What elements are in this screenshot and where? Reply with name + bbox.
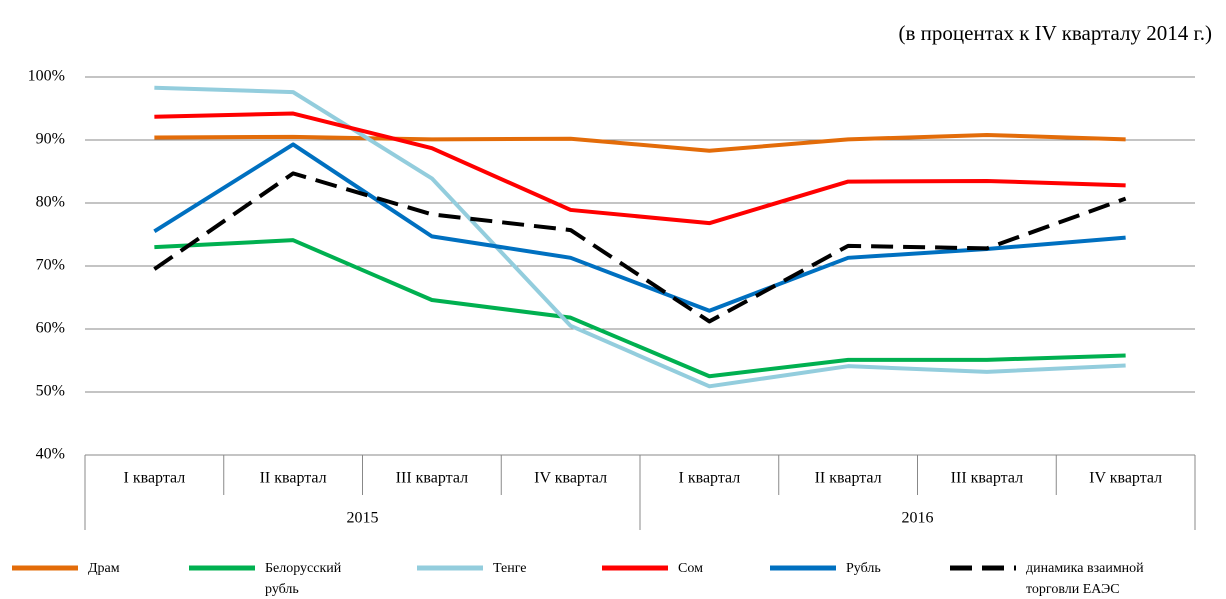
x-tick-label: II квартал bbox=[260, 470, 327, 487]
x-tick-label: III квартал bbox=[951, 470, 1023, 487]
legend-label: Сом bbox=[678, 561, 703, 576]
legend-item: Драм bbox=[10, 558, 178, 579]
x-tick-label: IV квартал bbox=[1089, 470, 1162, 487]
legend-swatch bbox=[770, 565, 836, 571]
legend-label: Рубль bbox=[846, 561, 881, 576]
line-series bbox=[154, 132, 1126, 153]
legend-label: Белорусский рубль bbox=[265, 561, 342, 597]
y-tick-label: 60% bbox=[36, 320, 65, 337]
group-label: 2015 bbox=[347, 510, 379, 527]
y-tick-label: 40% bbox=[36, 446, 65, 463]
line-series bbox=[154, 85, 1126, 389]
x-tick-label: I квартал bbox=[679, 470, 741, 487]
legend-item: динамика взаимной торговли ЕАЭС bbox=[948, 558, 1196, 599]
legend-swatch bbox=[602, 565, 668, 571]
y-tick-label: 70% bbox=[36, 257, 65, 274]
y-tick-label: 100% bbox=[28, 68, 65, 85]
legend-item: Сом bbox=[600, 558, 758, 579]
line-series bbox=[153, 142, 1126, 313]
legend-swatch bbox=[189, 565, 255, 571]
group-label: 2016 bbox=[902, 510, 934, 527]
legend-label: динамика взаимной торговли ЕАЭС bbox=[1026, 561, 1144, 597]
line-series bbox=[154, 111, 1126, 226]
y-tick-label: 80% bbox=[36, 194, 65, 211]
legend-swatch bbox=[417, 565, 483, 571]
x-tick-label: IV квартал bbox=[534, 470, 607, 487]
legend-item: Рубль bbox=[768, 558, 936, 579]
x-tick-label: II квартал bbox=[815, 470, 882, 487]
legend-swatch bbox=[12, 565, 78, 571]
legend-item: Белорусский рубль bbox=[187, 558, 360, 599]
legend-label: Тенге bbox=[493, 561, 527, 576]
chart-subtitle: (в процентах к IV кварталу 2014 г.) bbox=[899, 21, 1212, 45]
x-tick-label: III квартал bbox=[396, 470, 468, 487]
legend-item: Тенге bbox=[415, 558, 583, 579]
line-series bbox=[154, 238, 1126, 379]
y-tick-label: 50% bbox=[36, 383, 65, 400]
line-series bbox=[153, 171, 1127, 324]
x-tick-label: I квартал bbox=[124, 470, 186, 487]
chart: (в процентах к IV кварталу 2014 г.) 40% 5… bbox=[28, 21, 1212, 530]
legend-swatch bbox=[950, 565, 1016, 571]
y-tick-label: 90% bbox=[36, 131, 65, 148]
legend-label: Драм bbox=[88, 561, 120, 576]
